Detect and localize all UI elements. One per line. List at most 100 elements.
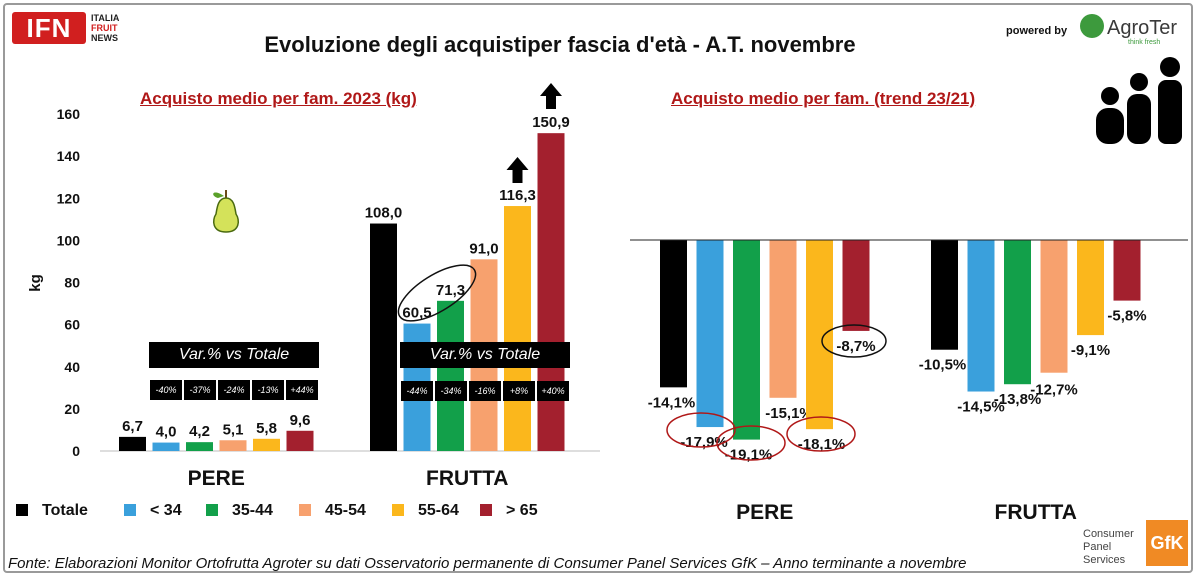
bar xyxy=(660,240,687,388)
category-label: PERE xyxy=(736,501,793,524)
legend-label: > 65 xyxy=(506,502,538,519)
data-label: 91,0 xyxy=(469,240,498,257)
y-tick-label: 120 xyxy=(57,190,81,206)
data-label: -19,1% xyxy=(725,447,773,464)
agroter-logo: AgroTer xyxy=(1107,17,1178,39)
gfk-logo: GfK xyxy=(1146,520,1188,566)
bar xyxy=(286,430,314,451)
var-pct-frutta: -16% xyxy=(469,381,501,401)
bar xyxy=(769,240,797,398)
highlight-ellipse xyxy=(716,425,786,461)
legend-label: 55-64 xyxy=(418,502,459,519)
data-label: 116,3 xyxy=(499,187,536,204)
bar xyxy=(152,442,180,451)
y-tick-label: 40 xyxy=(64,359,80,375)
source-note: Fonte: Elaborazioni Monitor Ortofrutta A… xyxy=(8,555,967,572)
left-chart-subtitle: Acquisto medio per fam. 2023 (kg) xyxy=(140,89,417,108)
ifn-logo-line: FRUIT xyxy=(91,23,118,33)
bar xyxy=(733,240,760,440)
bar xyxy=(696,240,724,428)
ifn-logo-line: NEWS xyxy=(91,33,118,43)
var-vs-totale-box-pere: Var.% vs Totale xyxy=(149,342,319,368)
data-label: 5,1 xyxy=(223,421,244,438)
agroter-tagline: think fresh xyxy=(1128,39,1161,46)
y-tick-label: 100 xyxy=(57,232,81,248)
var-pct-frutta: +8% xyxy=(503,381,535,401)
data-label: -12,7% xyxy=(1030,382,1078,399)
highlight-ellipse xyxy=(821,324,887,358)
data-label: -14,5% xyxy=(957,399,1005,416)
data-label: 4,2 xyxy=(189,423,210,440)
legend-item: 35-44 xyxy=(206,500,273,522)
highlight-ellipse xyxy=(666,412,736,448)
y-axis-label: kg xyxy=(27,274,44,292)
var-pct-frutta: +40% xyxy=(537,381,569,401)
legend: Totale < 34 35-44 45-54 55-64 > 65 xyxy=(16,500,596,522)
legend-label: 45-54 xyxy=(325,502,366,519)
data-label: 71,3 xyxy=(436,282,465,299)
gfk-caption-line: Consumer xyxy=(1083,528,1134,540)
data-label: -10,5% xyxy=(919,357,967,374)
highlight-ellipse xyxy=(397,264,477,322)
legend-item: 55-64 xyxy=(392,500,459,522)
data-label: -9,1% xyxy=(1071,342,1110,359)
bar xyxy=(1113,240,1141,301)
bar xyxy=(219,440,247,451)
data-label: -15,1% xyxy=(765,405,813,422)
data-label: -18,1% xyxy=(798,436,846,453)
legend-swatch xyxy=(392,504,404,516)
bar xyxy=(119,436,146,451)
bar xyxy=(1077,240,1104,336)
var-pct-pere: -40% xyxy=(150,380,182,400)
gfk-caption: Consumer Panel Services xyxy=(1083,528,1143,567)
bar xyxy=(806,240,833,430)
gfk-caption-line: Services xyxy=(1083,554,1126,566)
y-tick-label: 0 xyxy=(72,443,80,459)
data-label: -14,1% xyxy=(648,394,696,411)
family-icon xyxy=(1096,57,1182,144)
up-arrow-icon xyxy=(540,83,562,109)
bar xyxy=(186,442,213,451)
var-pct-pere: +44% xyxy=(286,380,318,400)
chart-title: Evoluzione degli acquistiper fascia d'et… xyxy=(264,32,856,57)
var-pct-pere: -37% xyxy=(184,380,216,400)
frame xyxy=(3,3,1193,573)
legend-swatch xyxy=(480,504,492,516)
bar xyxy=(842,240,870,331)
bar xyxy=(931,240,958,350)
category-label: FRUTTA xyxy=(426,467,508,490)
bar xyxy=(967,240,995,392)
legend-label: 35-44 xyxy=(232,502,273,519)
ifn-logo: IFN xyxy=(12,12,86,44)
y-tick-label: 20 xyxy=(64,401,80,417)
var-pct-pere: -24% xyxy=(218,380,250,400)
legend-label: Totale xyxy=(42,502,88,519)
legend-swatch xyxy=(124,504,136,516)
legend-item: 45-54 xyxy=(299,500,366,522)
y-tick-label: 60 xyxy=(64,317,80,333)
category-label: PERE xyxy=(188,467,245,490)
gfk-caption-line: Panel xyxy=(1083,541,1112,553)
legend-item: Totale xyxy=(16,500,88,522)
category-label: FRUTTA xyxy=(995,501,1077,524)
legend-swatch xyxy=(16,504,28,516)
data-label: -5,8% xyxy=(1107,308,1146,325)
legend-label: < 34 xyxy=(150,502,182,519)
data-label: 60,5 xyxy=(402,305,431,322)
bar xyxy=(1004,240,1031,385)
data-label: 108,0 xyxy=(365,205,403,222)
data-label: 150,9 xyxy=(532,114,570,131)
pear-icon xyxy=(212,190,240,233)
var-vs-totale-box-frutta: Var.% vs Totale xyxy=(400,342,570,368)
bar xyxy=(1040,240,1068,373)
ifn-logo-line: ITALIA xyxy=(91,13,120,23)
bar xyxy=(504,206,531,451)
legend-item: > 65 xyxy=(480,500,538,522)
bar xyxy=(253,438,280,451)
var-pct-frutta: -44% xyxy=(401,381,433,401)
data-label: -8,7% xyxy=(836,338,875,355)
legend-swatch xyxy=(299,504,311,516)
data-label: 5,8 xyxy=(256,420,277,437)
